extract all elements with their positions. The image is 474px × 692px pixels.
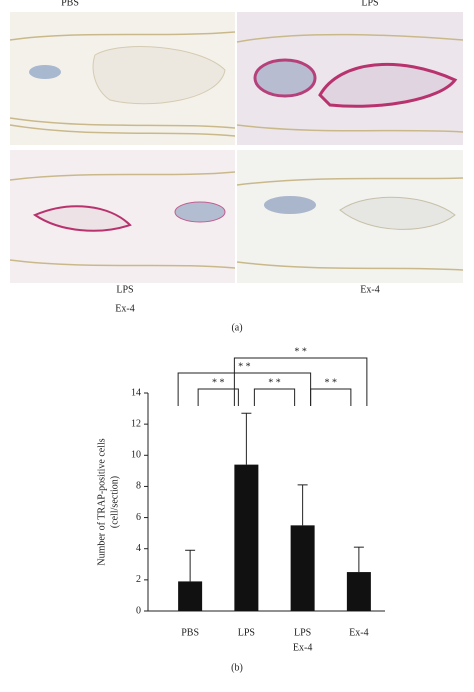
y-tick-label: 4 — [136, 543, 141, 554]
y-axis-label: (cell/section) — [109, 476, 120, 528]
row-label: Ex-4 — [115, 303, 134, 314]
bar — [346, 572, 371, 611]
significance-bracket — [310, 388, 352, 406]
x-tick-label: Ex-4 — [293, 642, 312, 653]
significance-label: * * — [294, 346, 307, 357]
bar — [234, 464, 259, 611]
column-label: LPS — [361, 0, 378, 8]
row-label: Ex-4 — [360, 284, 379, 295]
significance-bracket — [253, 388, 296, 406]
micrographs — [9, 12, 464, 283]
column-label: PBS — [61, 0, 79, 8]
x-tick-label: PBS — [181, 627, 199, 638]
bar — [178, 581, 203, 611]
significance-label: * * — [268, 377, 281, 388]
y-tick-label: 12 — [131, 418, 141, 429]
significance-bracket — [177, 372, 312, 406]
y-tick-label: 0 — [136, 605, 141, 616]
x-tick-label: Ex-4 — [349, 627, 368, 638]
y-axis-label: Number of TRAP-positive cells — [96, 438, 107, 565]
significance-label: * * — [238, 361, 251, 372]
x-tick-label: LPS — [294, 627, 311, 638]
y-tick-label: 2 — [136, 574, 141, 585]
y-tick-label: 14 — [131, 387, 141, 398]
caption: (a) — [231, 322, 242, 333]
x-tick-label: LPS — [238, 627, 255, 638]
y-tick-label: 8 — [136, 481, 141, 492]
y-tick-label: 10 — [131, 450, 141, 461]
significance-bracket — [233, 357, 368, 406]
bar — [290, 525, 315, 611]
row-label: LPS — [116, 284, 133, 295]
y-tick-label: 6 — [136, 512, 141, 523]
significance-label: * * — [325, 377, 338, 388]
significance-bracket — [197, 388, 239, 406]
significance-label: * * — [212, 377, 225, 388]
caption: (b) — [231, 662, 243, 673]
